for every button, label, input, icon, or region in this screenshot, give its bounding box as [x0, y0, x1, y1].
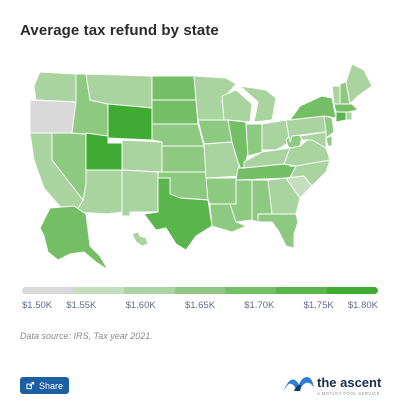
state-OH[interactable]: [261, 119, 291, 151]
legend-bar: [22, 287, 379, 294]
legend-swatch: [123, 287, 175, 294]
share-label: Share: [38, 380, 64, 391]
state-NC[interactable]: [285, 159, 331, 187]
state-AR[interactable]: [205, 177, 237, 205]
legend-label: $1.70K: [244, 300, 275, 311]
state-IN[interactable]: [245, 123, 263, 157]
legend-swatch: [72, 287, 124, 294]
state-ME[interactable]: [345, 63, 373, 105]
data-source-note: Data source: IRS, Tax year 2021.: [20, 331, 153, 341]
legend-label: $1.50K: [22, 300, 53, 311]
state-CO[interactable]: [121, 139, 163, 173]
legend-swatch: [22, 287, 73, 294]
state-MI[interactable]: [239, 85, 277, 123]
state-VT[interactable]: [331, 85, 341, 105]
state-NY[interactable]: [289, 95, 337, 121]
state-RI[interactable]: [345, 111, 353, 121]
states-group: [29, 63, 373, 271]
state-NJ[interactable]: [323, 115, 335, 139]
legend-swatch: [174, 287, 226, 294]
state-OR[interactable]: [29, 99, 77, 134]
state-CT[interactable]: [335, 111, 347, 123]
state-TX[interactable]: [143, 177, 213, 251]
state-NM[interactable]: [121, 169, 159, 217]
legend-label: $1.60K: [125, 300, 156, 311]
state-WA[interactable]: [33, 71, 79, 103]
legend-label: $1.65K: [184, 300, 216, 311]
brand-subtitle: A MOTLEY FOOL SERVICE: [317, 391, 380, 396]
state-MA[interactable]: [333, 103, 359, 113]
brand-logo[interactable]: the ascent A MOTLEY FOOL SERVICE: [281, 372, 381, 400]
brand-name: the ascent: [317, 375, 382, 390]
state-DE[interactable]: [325, 135, 333, 147]
state-FL[interactable]: [257, 213, 299, 249]
legend-label: $1.75K: [303, 300, 334, 311]
legend-labels: $1.50K $1.55K $1.60K $1.65K $1.70K $1.75K $1.8…: [22, 300, 378, 314]
state-ND[interactable]: [151, 75, 197, 101]
state-IA[interactable]: [197, 119, 233, 145]
share-icon: [26, 381, 35, 390]
legend-label: $1.80K: [347, 300, 378, 311]
legend-swatch: [276, 287, 328, 294]
chart-title: Average tax refund by state: [20, 22, 219, 39]
legend-swatch: [225, 287, 277, 294]
share-button[interactable]: Share: [20, 377, 69, 394]
state-KS[interactable]: [161, 145, 207, 173]
state-WY[interactable]: [107, 103, 153, 141]
legend-swatch: [327, 287, 379, 294]
ascent-logo-icon: [283, 377, 314, 392]
state-SD[interactable]: [151, 99, 199, 125]
state-AK[interactable]: [39, 205, 109, 271]
state-HI[interactable]: [131, 231, 149, 247]
legend-label: $1.55K: [66, 300, 97, 311]
state-MD[interactable]: [299, 131, 327, 149]
state-WI[interactable]: [221, 89, 253, 123]
